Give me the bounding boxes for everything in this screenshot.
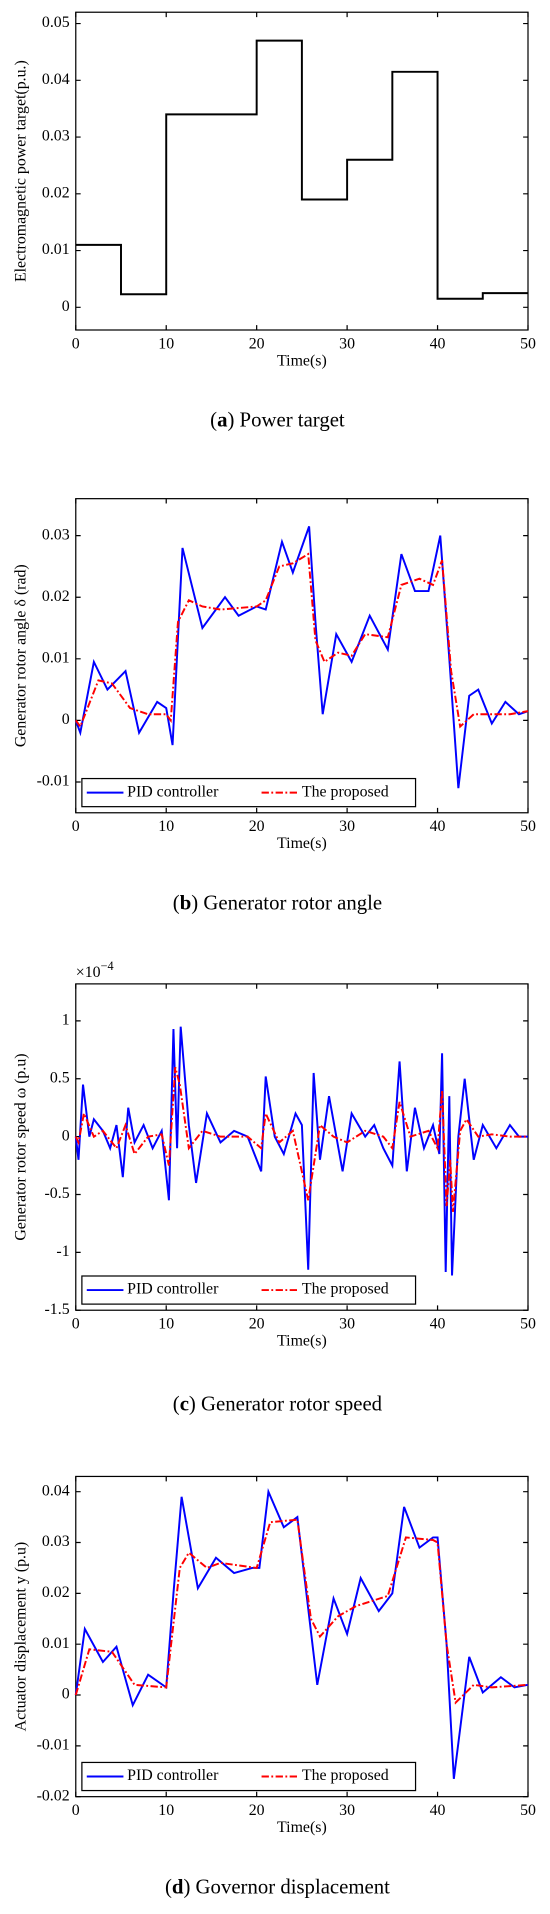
- caption-part: (: [210, 408, 217, 431]
- caption-part: (: [173, 1392, 180, 1415]
- y-multiplier-exponent: −4: [101, 959, 114, 973]
- y-tick-label: 0.02: [42, 1584, 70, 1601]
- y-tick-label: 0.02: [42, 184, 70, 201]
- x-tick-label: 0: [72, 1316, 80, 1333]
- y-tick-label: -1.5: [45, 1301, 70, 1318]
- x-tick-label: 20: [249, 1802, 265, 1819]
- x-tick-label: 10: [158, 818, 174, 835]
- caption: (b) Generator rotor angle: [173, 891, 382, 914]
- data-line: [74, 1487, 529, 1779]
- caption-part: ) Generator rotor speed: [189, 1392, 383, 1415]
- y-tick-label: 0.03: [42, 1533, 70, 1550]
- x-axis-label: Time(s): [277, 1819, 327, 1836]
- x-tick-label: 40: [430, 1316, 446, 1333]
- legend-label: The proposed: [302, 783, 389, 800]
- x-axis-label: Time(s): [277, 1333, 327, 1350]
- x-tick-label: 50: [520, 818, 536, 835]
- legend-box: [81, 1761, 417, 1792]
- data-line: [74, 526, 529, 789]
- caption: (c) Generator rotor speed: [173, 1392, 383, 1415]
- x-tick-label: 0: [72, 818, 80, 835]
- legend-box: [81, 1275, 417, 1305]
- y-tick-label: 0.01: [42, 649, 70, 666]
- y-tick-label: -0.02: [37, 1787, 70, 1804]
- caption-part: b: [180, 891, 192, 914]
- legend-label: PID controller: [127, 1767, 219, 1784]
- x-tick-label: 10: [158, 1316, 174, 1333]
- x-tick-label: 40: [430, 335, 446, 352]
- y-axis-label: Generator rotor speed ω (p.u): [13, 1053, 30, 1240]
- y-tick-label: 0.01: [42, 241, 70, 258]
- y-tick-label: -0.01: [37, 773, 70, 790]
- x-tick-label: 20: [249, 335, 265, 352]
- caption-part: d: [172, 1875, 184, 1898]
- y-tick-label: 0.04: [42, 71, 70, 88]
- y-tick-label: 0: [62, 1686, 70, 1703]
- plot-area: [75, 1475, 529, 1798]
- plot-area: [75, 498, 529, 814]
- caption-part: ) Governor displacement: [183, 1875, 390, 1898]
- legend-label: PID controller: [127, 783, 219, 800]
- y-tick-label: 0.5: [50, 1069, 70, 1086]
- legend-label: PID controller: [127, 1281, 219, 1298]
- y-tick-label: 0.02: [42, 588, 70, 605]
- x-tick-label: 30: [339, 1316, 355, 1333]
- y-tick-label: 0.03: [42, 128, 70, 145]
- caption-part: (: [173, 891, 180, 914]
- caption-part: a: [217, 408, 228, 431]
- caption-part: ) Power target: [227, 408, 344, 431]
- x-tick-label: 30: [339, 1802, 355, 1819]
- data-line: [74, 1066, 528, 1212]
- x-tick-label: 40: [430, 818, 446, 835]
- caption-part: c: [180, 1392, 189, 1415]
- x-tick-label: 40: [430, 1802, 446, 1819]
- y-axis-label: Electromagnetic power target(p.u.): [13, 60, 30, 282]
- caption: (d) Governor displacement: [165, 1875, 390, 1898]
- y-tick-label: 0: [62, 711, 70, 728]
- y-tick-label: 1: [62, 1012, 70, 1029]
- x-axis-label: Time(s): [277, 352, 327, 369]
- x-tick-label: 10: [158, 335, 174, 352]
- y-tick-label: 0: [62, 298, 70, 315]
- y-tick-label: 0.01: [42, 1635, 70, 1652]
- x-tick-label: 50: [520, 335, 536, 352]
- y-tick-label: 0: [62, 1127, 70, 1144]
- x-tick-label: 30: [339, 335, 355, 352]
- y-tick-label: 0.03: [42, 526, 70, 543]
- y-tick-label: -0.5: [45, 1185, 70, 1202]
- y-multiplier-base: ×10: [76, 964, 101, 981]
- x-tick-label: 20: [249, 1316, 265, 1333]
- y-tick-label: 0.05: [42, 14, 70, 31]
- y-tick-label: -0.01: [37, 1736, 70, 1753]
- y-axis-label: Actuator displacement y (p.u): [13, 1542, 30, 1732]
- y-tick-label: 0.04: [42, 1482, 70, 1499]
- x-tick-label: 0: [72, 335, 80, 352]
- x-tick-label: 20: [249, 818, 265, 835]
- data-line: [75, 39, 528, 300]
- legend-label: The proposed: [302, 1767, 389, 1784]
- x-tick-label: 50: [520, 1316, 536, 1333]
- y-tick-label: -1: [56, 1243, 69, 1260]
- data-line: [74, 552, 529, 729]
- x-tick-label: 30: [339, 818, 355, 835]
- x-axis-label: Time(s): [277, 835, 327, 852]
- caption-part: ) Generator rotor angle: [191, 891, 382, 914]
- legend-label: The proposed: [302, 1281, 389, 1298]
- x-tick-label: 0: [72, 1802, 80, 1819]
- caption-part: (: [165, 1875, 172, 1898]
- data-line: [74, 1518, 529, 1705]
- legend-box: [81, 777, 417, 808]
- x-tick-label: 10: [158, 1802, 174, 1819]
- x-tick-label: 50: [520, 1802, 536, 1819]
- y-axis-label: Generator rotor angle δ (rad): [13, 564, 30, 747]
- caption: (a) Power target: [210, 408, 345, 431]
- y-multiplier: ×10−4: [76, 959, 114, 981]
